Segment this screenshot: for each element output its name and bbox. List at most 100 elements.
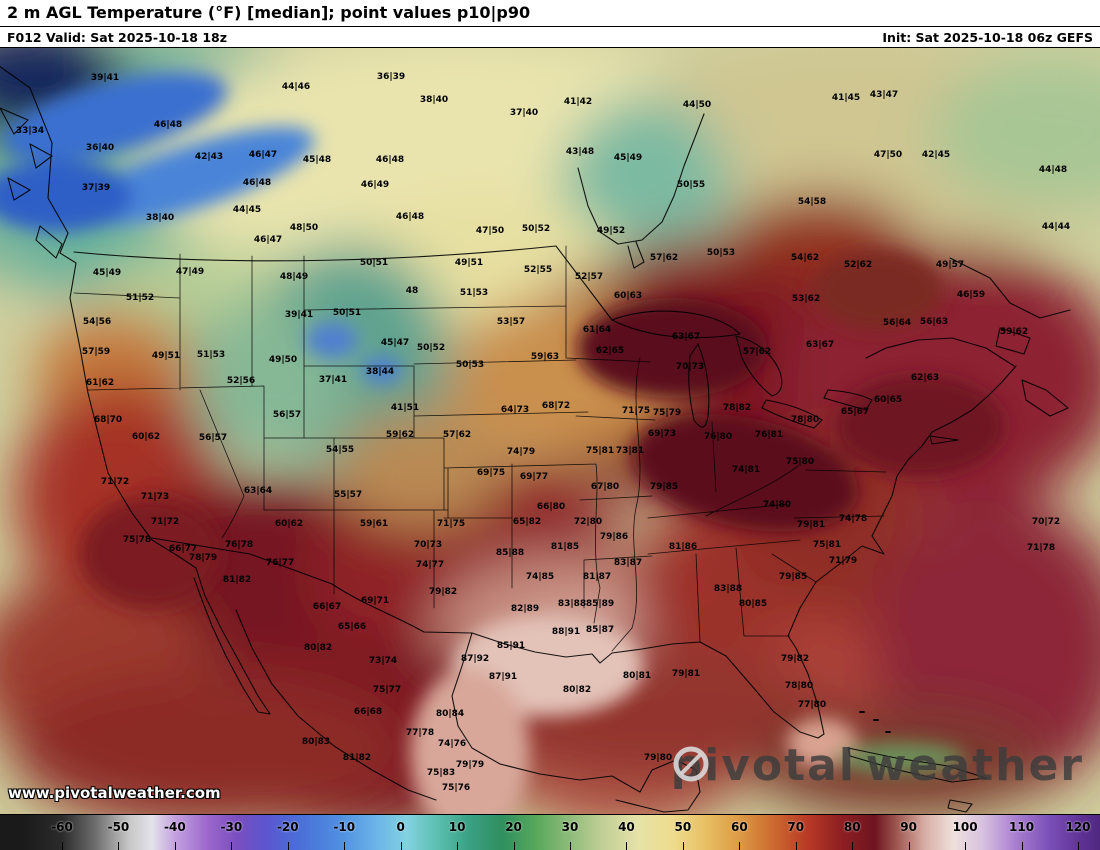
point-value: 36|39 — [376, 72, 406, 82]
watermark-brand-right: weather — [865, 740, 1084, 791]
colorbar-tick-label: 80 — [843, 820, 861, 834]
point-value: 38|44 — [365, 367, 395, 377]
point-value: 75|81 — [812, 540, 842, 550]
point-value: 79|82 — [780, 654, 810, 664]
point-value: 41|45 — [831, 93, 861, 103]
point-value: 80|83 — [301, 737, 331, 747]
colorbar-tick-mark — [174, 842, 176, 850]
point-value: 71|75 — [621, 406, 651, 416]
point-value: 42|45 — [921, 150, 951, 160]
point-value: 85|87 — [585, 625, 615, 635]
point-value: 72|80 — [573, 517, 603, 527]
temperature-field-layer — [0, 48, 1100, 814]
point-value: 77|78 — [405, 728, 435, 738]
point-value: 66|77 — [168, 544, 198, 554]
point-value: 60|65 — [873, 395, 903, 405]
point-value: 54|58 — [797, 197, 827, 207]
colorbar-tick-label: -10 — [333, 820, 356, 834]
lake-huron — [735, 335, 783, 397]
point-value: 74|79 — [506, 447, 536, 457]
point-value: 37|41 — [318, 375, 348, 385]
colorbar-tick-mark — [852, 842, 854, 850]
point-value: 71|72 — [150, 517, 180, 527]
point-value: 39|41 — [90, 73, 120, 83]
point-value: 52|62 — [843, 260, 873, 270]
colorbar-tick-mark — [344, 842, 346, 850]
point-value: 53|62 — [791, 294, 821, 304]
point-value: 38|40 — [419, 95, 449, 105]
point-value: 52|55 — [523, 265, 553, 275]
colorbar-tick-label: 120 — [1065, 820, 1091, 834]
lake-ontario — [823, 389, 873, 411]
point-value: 37|39 — [81, 183, 111, 193]
point-value: 52|56 — [226, 376, 256, 386]
point-value: 46|48 — [242, 178, 272, 188]
point-value: 79|81 — [671, 669, 701, 679]
point-value: 63|64 — [243, 486, 273, 496]
point-value: 56|63 — [919, 317, 949, 327]
point-value: 71|79 — [828, 556, 858, 566]
point-value: 56|57 — [198, 433, 228, 443]
point-value: 46|48 — [395, 212, 425, 222]
point-value: 88|91 — [551, 627, 581, 637]
point-value: 69|75 — [476, 468, 506, 478]
colorbar-tick-mark — [570, 842, 571, 850]
gulf-atlantic-coastline — [471, 365, 1017, 739]
point-value: 74|81 — [731, 465, 761, 475]
point-value: 80|82 — [303, 643, 333, 653]
point-value: 76|80 — [703, 432, 733, 442]
point-value: 54|62 — [790, 253, 820, 263]
point-value: 61|64 — [582, 325, 612, 335]
point-value: 69|73 — [647, 429, 677, 439]
point-value: 78|79 — [188, 553, 218, 563]
point-value: 68|70 — [93, 415, 123, 425]
point-value: 51|53 — [459, 288, 489, 298]
newfoundland — [995, 327, 1031, 355]
boundaries-layer — [0, 65, 1071, 813]
point-value: 75|78 — [122, 535, 152, 545]
point-value: 77|80 — [797, 700, 827, 710]
point-value: 66|67 — [312, 602, 342, 612]
point-value: 47|49 — [175, 267, 205, 277]
point-value: 74|85 — [525, 572, 555, 582]
point-value: 39|41 — [284, 310, 314, 320]
title-bar: 2 m AGL Temperature (°F) [median]; point… — [0, 0, 1100, 27]
point-value: 63|67 — [805, 340, 835, 350]
colorbar-tick-mark — [682, 842, 684, 850]
point-value: 55|57 — [333, 490, 363, 500]
point-value: 41|42 — [563, 97, 593, 107]
point-value: 51|52 — [125, 293, 155, 303]
mexico-gulf-coastline — [451, 632, 701, 813]
point-value: 57|62 — [742, 347, 772, 357]
watermark: pivotal weather — [671, 744, 1084, 788]
point-value: 64|73 — [500, 405, 530, 415]
point-value: 42|43 — [194, 152, 224, 162]
point-value: 73|74 — [368, 656, 398, 666]
point-value: 75|80 — [785, 457, 815, 467]
subtitle-bar: F012 Valid: Sat 2025-10-18 18z Init: Sat… — [0, 27, 1100, 48]
point-value: 49|50 — [268, 355, 298, 365]
point-value: 44|45 — [232, 205, 262, 215]
point-value: 38|40 — [145, 213, 175, 223]
point-value: 53|57 — [496, 317, 526, 327]
point-value: 74|77 — [415, 560, 445, 570]
colorbar-tick-mark — [231, 842, 233, 850]
long-island — [929, 435, 959, 445]
point-value: 50|51 — [332, 308, 362, 318]
point-value: 85|88 — [495, 548, 525, 558]
colorbar-tick-mark — [457, 842, 459, 850]
point-value: 44|50 — [682, 100, 712, 110]
point-value: 79|85 — [778, 572, 808, 582]
point-value: 50|55 — [676, 180, 706, 190]
point-value: 76|81 — [754, 430, 784, 440]
pivotal-logo-icon — [673, 746, 709, 782]
point-value: 70|73 — [413, 540, 443, 550]
point-value: 48|49 — [279, 272, 309, 282]
point-value: 71|72 — [100, 477, 130, 487]
point-value: 71|78 — [1026, 543, 1056, 553]
point-value: 74|80 — [762, 500, 792, 510]
point-value: 46|47 — [253, 235, 283, 245]
colorbar-tick-mark — [400, 842, 402, 850]
hudson-bay — [577, 113, 705, 245]
colorbar-tick-mark — [513, 842, 515, 850]
